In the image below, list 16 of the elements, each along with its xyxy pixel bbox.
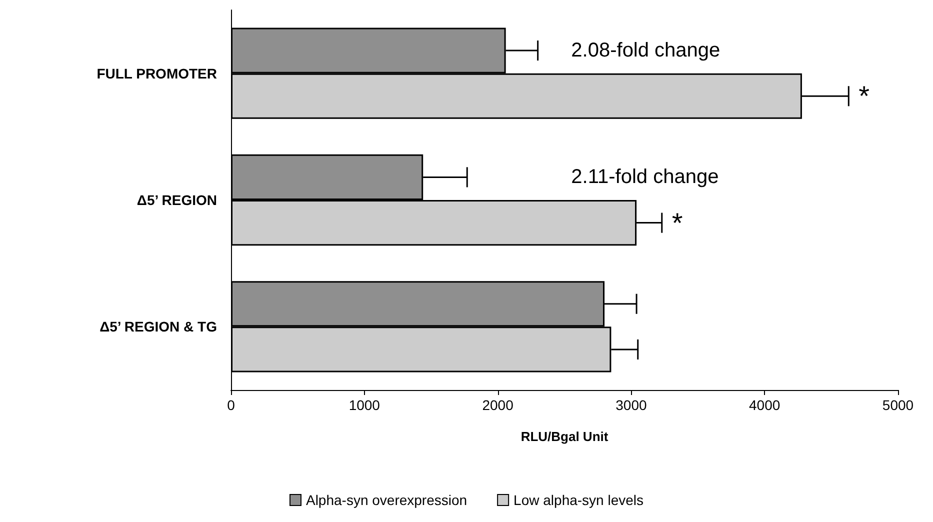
y-tick-label: FULL PROMOTER bbox=[96, 65, 217, 82]
x-tick-label: 2000 bbox=[482, 397, 514, 413]
y-tick-label: Δ5’ REGION bbox=[136, 192, 217, 208]
x-tick-label: 4000 bbox=[749, 397, 780, 413]
annotation: 2.11-fold change bbox=[571, 166, 719, 188]
annotation: * bbox=[672, 207, 683, 238]
x-tick-label: 5000 bbox=[882, 397, 914, 413]
annotation: 2.08-fold change bbox=[571, 40, 720, 62]
x-tick-label: 0 bbox=[227, 397, 236, 413]
y-tick-label: Δ5’ REGION & TG bbox=[100, 318, 218, 335]
x-axis-title: RLU/Bgal Unit bbox=[520, 429, 609, 444]
x-tick-label: 1000 bbox=[348, 397, 380, 413]
legend-label: Alpha-syn overexpression bbox=[306, 492, 468, 508]
annotation: * bbox=[858, 80, 870, 112]
legend-label: Low alpha-syn levels bbox=[514, 492, 644, 508]
x-tick-label: 3000 bbox=[616, 397, 647, 413]
